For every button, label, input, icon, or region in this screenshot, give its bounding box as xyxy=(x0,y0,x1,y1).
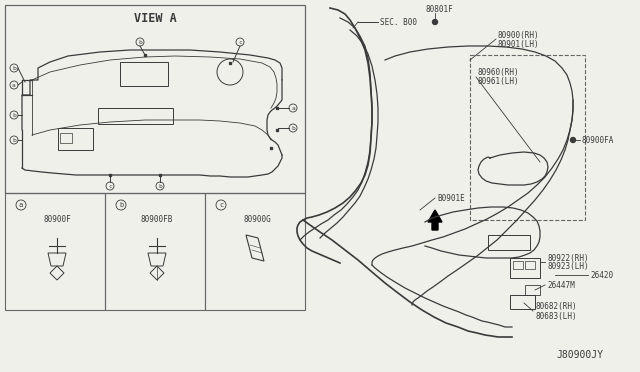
Bar xyxy=(105,193,205,310)
Text: b: b xyxy=(119,202,123,208)
Bar xyxy=(488,235,530,250)
Bar xyxy=(120,62,168,86)
Bar xyxy=(276,107,278,109)
Bar xyxy=(5,193,105,310)
Text: c: c xyxy=(238,39,242,45)
Text: b: b xyxy=(291,125,295,131)
Text: 80901(LH): 80901(LH) xyxy=(498,39,540,48)
Bar xyxy=(525,285,540,295)
Bar xyxy=(205,193,305,310)
Text: 80961(LH): 80961(LH) xyxy=(478,77,520,86)
Text: a: a xyxy=(291,106,295,110)
Text: 80923(LH): 80923(LH) xyxy=(547,263,589,272)
Text: 80960(RH): 80960(RH) xyxy=(478,67,520,77)
Text: 80900(RH): 80900(RH) xyxy=(498,31,540,39)
Text: 80900FA: 80900FA xyxy=(582,135,614,144)
Text: J80900JY: J80900JY xyxy=(557,350,604,360)
Text: VIEW A: VIEW A xyxy=(134,12,177,25)
Polygon shape xyxy=(428,210,442,230)
Bar xyxy=(98,108,173,124)
Bar xyxy=(5,5,305,193)
Text: 26420: 26420 xyxy=(590,270,613,279)
Circle shape xyxy=(433,19,438,25)
Text: 80900FB: 80900FB xyxy=(141,215,173,224)
Text: 80683(LH): 80683(LH) xyxy=(535,311,577,321)
Bar xyxy=(276,129,278,131)
Bar xyxy=(58,128,93,150)
Circle shape xyxy=(570,138,575,142)
Bar xyxy=(525,261,535,269)
Bar xyxy=(144,54,147,56)
Text: 80922(RH): 80922(RH) xyxy=(547,253,589,263)
Text: b: b xyxy=(12,138,16,142)
Text: c: c xyxy=(108,183,112,189)
Text: b: b xyxy=(12,112,16,118)
Text: 80900F: 80900F xyxy=(43,215,71,224)
Bar xyxy=(60,133,72,143)
Text: a: a xyxy=(19,202,23,208)
Text: 80801F: 80801F xyxy=(425,4,452,13)
Text: b: b xyxy=(12,65,16,71)
Bar xyxy=(513,261,523,269)
Text: 26447M: 26447M xyxy=(547,280,575,289)
Text: a: a xyxy=(12,83,16,87)
Bar xyxy=(269,147,272,149)
Text: 80682(RH): 80682(RH) xyxy=(535,302,577,311)
Bar xyxy=(510,295,535,309)
Text: c: c xyxy=(219,202,223,208)
Bar xyxy=(470,55,585,220)
Text: SEC. B00: SEC. B00 xyxy=(380,17,417,26)
Text: 80900G: 80900G xyxy=(243,215,271,224)
Bar xyxy=(159,174,161,176)
Bar xyxy=(109,174,111,176)
Text: b: b xyxy=(138,39,142,45)
Text: b: b xyxy=(158,183,162,189)
Bar xyxy=(510,258,540,278)
Bar xyxy=(228,62,231,64)
Text: B0901E: B0901E xyxy=(437,193,465,202)
